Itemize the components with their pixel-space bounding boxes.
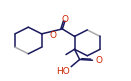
Text: O: O — [49, 31, 56, 40]
Text: O: O — [61, 15, 68, 24]
Text: O: O — [95, 56, 102, 65]
Text: HO: HO — [56, 67, 70, 76]
